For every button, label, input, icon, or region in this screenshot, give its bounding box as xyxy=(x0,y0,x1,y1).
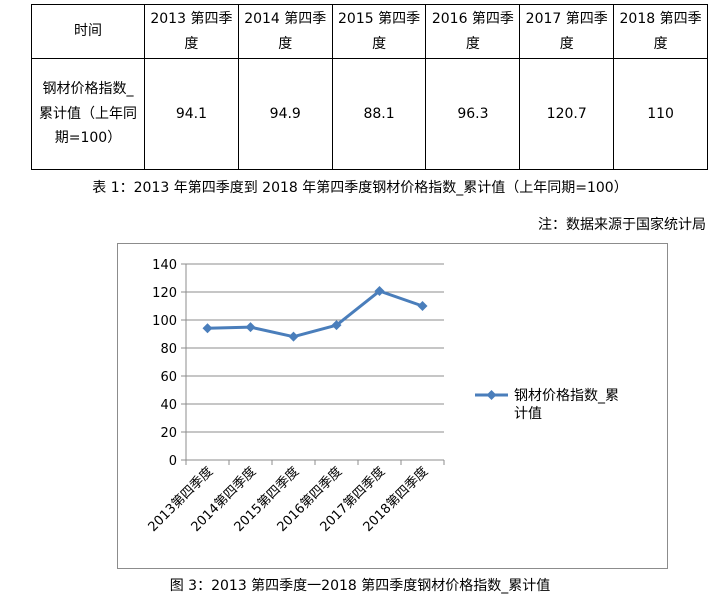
line-chart: 0204060801001201402013第四季度2014第四季度2015第四… xyxy=(145,258,619,535)
y-tick-label: 140 xyxy=(152,258,177,273)
data-point xyxy=(374,286,385,297)
header-cell: 2014 第四季度 xyxy=(237,4,333,59)
header-cell: 2013 第四季度 xyxy=(144,4,239,59)
data-point xyxy=(417,301,428,311)
y-tick-label: 40 xyxy=(160,398,177,413)
table-header-row: 时间 2013 第四季度 2014 第四季度 2015 第四季度 2016 第四… xyxy=(31,4,708,59)
y-tick-label: 80 xyxy=(160,342,177,357)
chart-frame: 0 20 40 60 80 100 120 140 2013第四季度 2014第四季度 2015第四… xyxy=(117,243,668,569)
legend-marker xyxy=(486,390,497,400)
header-cell: 2018 第四季度 xyxy=(613,4,708,59)
value-cell: 88.1 xyxy=(331,58,427,170)
value-cell: 120.7 xyxy=(519,58,615,170)
data-point xyxy=(202,323,213,334)
chart-caption: 图 3：2013 第四季度一2018 第四季度钢材价格指数_累计值 xyxy=(169,578,551,594)
series-line xyxy=(207,289,423,339)
row-label-cell: 钢材价格指数_累计值（上年同期=100） xyxy=(31,58,145,170)
value-cell: 94.1 xyxy=(144,58,239,170)
header-cell: 2016 第四季度 xyxy=(425,4,521,59)
price-index-table: 时间 2013 第四季度 2014 第四季度 2015 第四季度 2016 第四… xyxy=(31,4,708,170)
y-tick-label: 0 xyxy=(169,454,177,469)
y-tick-label: 120 xyxy=(152,286,177,301)
data-point xyxy=(288,331,299,342)
header-cell-time: 时间 xyxy=(31,4,145,59)
y-tick-label: 60 xyxy=(160,370,177,385)
header-cell: 2017 第四季度 xyxy=(519,4,615,59)
y-tick-label: 100 xyxy=(152,314,177,329)
header-cell: 2015 第四季度 xyxy=(331,4,427,59)
value-cell: 96.3 xyxy=(425,58,521,170)
value-cell: 110 xyxy=(613,58,708,170)
table-caption: 表 1：2013 年第四季度到 2018 年第四季度钢材价格指数_累计值（上年同… xyxy=(92,180,628,196)
y-tick-label: 20 xyxy=(160,426,177,441)
data-point xyxy=(331,320,342,331)
value-cell: 94.9 xyxy=(237,58,333,170)
legend-label: 钢材价格指数_累计值 xyxy=(514,388,619,422)
data-point xyxy=(245,322,256,333)
table-row: 钢材价格指数_累计值（上年同期=100） 94.1 94.9 88.1 96.3… xyxy=(31,58,708,170)
source-note: 注：数据来源于国家统计局 xyxy=(538,217,706,233)
